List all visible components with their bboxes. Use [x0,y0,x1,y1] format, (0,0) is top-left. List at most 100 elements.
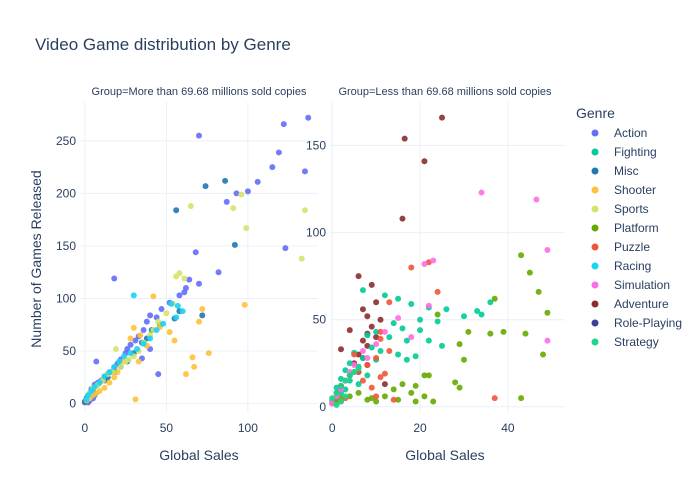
data-point-sports[interactable] [112,345,119,352]
data-point-shooter[interactable] [114,369,121,376]
data-point-fighting[interactable] [368,344,375,351]
data-point-racing[interactable] [130,292,137,299]
data-point-platform[interactable] [452,379,459,386]
data-point-simulation[interactable] [395,314,402,321]
data-point-fighting[interactable] [359,287,366,294]
data-point-shooter[interactable] [137,332,144,339]
data-point-adventure[interactable] [421,158,428,165]
data-point-misc[interactable] [199,312,206,319]
data-point-platform[interactable] [395,396,402,403]
data-point-strategy[interactable] [329,395,336,402]
data-point-fighting[interactable] [377,348,384,355]
data-point-shooter[interactable] [132,396,139,403]
data-point-shooter[interactable] [196,318,202,325]
data-point-simulation[interactable] [381,328,388,335]
data-point-fighting[interactable] [478,311,485,318]
data-point-simulation[interactable] [359,348,366,355]
data-point-racing[interactable] [106,369,113,376]
data-point-shooter[interactable] [130,324,137,331]
data-point-action[interactable] [147,312,154,319]
data-point-adventure[interactable] [346,327,353,334]
data-point-fighting[interactable] [403,356,410,363]
data-point-simulation[interactable] [351,361,358,368]
data-point-action[interactable] [282,245,289,252]
data-point-adventure[interactable] [364,313,371,320]
data-point-adventure[interactable] [439,114,446,121]
data-point-shooter[interactable] [191,363,198,370]
data-point-platform[interactable] [460,356,467,363]
data-point-puzzle[interactable] [373,355,380,362]
data-point-fighting[interactable] [474,307,481,314]
legend-item-action[interactable]: Action [591,126,648,140]
data-point-shooter[interactable] [241,301,248,308]
data-point-platform[interactable] [540,351,547,358]
data-point-adventure[interactable] [355,273,362,280]
data-point-adventure[interactable] [368,281,375,288]
data-point-sports[interactable] [298,255,305,262]
data-point-fighting[interactable] [390,320,397,327]
legend-item-strategy[interactable]: Strategy [591,335,659,349]
data-point-sports[interactable] [301,207,308,214]
data-point-puzzle[interactable] [359,377,366,384]
data-point-platform[interactable] [412,398,419,405]
data-point-shooter[interactable] [199,306,206,313]
data-point-platform[interactable] [425,372,432,379]
data-point-shooter[interactable] [127,335,134,342]
data-point-shooter[interactable] [150,293,157,300]
data-point-adventure[interactable] [368,323,375,330]
data-point-platform[interactable] [373,398,380,405]
data-point-racing[interactable] [101,373,108,380]
data-point-strategy[interactable] [351,368,358,375]
data-point-action[interactable] [181,289,188,296]
data-point-platform[interactable] [434,311,441,318]
data-point-simulation[interactable] [430,257,437,264]
data-point-action[interactable] [275,149,282,156]
data-point-shooter[interactable] [205,350,212,357]
data-point-fighting[interactable] [364,372,371,379]
data-point-puzzle[interactable] [386,299,393,306]
data-point-action[interactable] [93,358,100,365]
data-point-sports[interactable] [173,273,180,280]
data-point-shooter[interactable] [106,379,113,386]
data-point-adventure[interactable] [399,215,406,222]
data-point-action[interactable] [223,198,230,205]
data-point-strategy[interactable] [342,377,349,384]
data-point-action[interactable] [244,188,251,195]
data-point-platform[interactable] [500,328,507,335]
data-point-adventure[interactable] [337,346,344,353]
data-point-puzzle[interactable] [390,396,397,403]
data-point-racing[interactable] [160,320,167,327]
data-point-fighting[interactable] [373,328,380,335]
data-point-sports[interactable] [187,203,194,210]
legend-item-simulation[interactable]: Simulation [591,278,671,292]
data-point-simulation[interactable] [478,189,485,196]
data-point-shooter[interactable] [166,329,173,336]
data-point-simulation[interactable] [364,355,371,362]
data-point-puzzle[interactable] [364,361,371,368]
data-point-puzzle[interactable] [377,374,384,381]
data-point-platform[interactable] [430,398,437,405]
data-point-strategy[interactable] [337,398,344,405]
data-point-platform[interactable] [399,381,406,388]
data-point-racing[interactable] [173,314,180,321]
data-point-fighting[interactable] [342,386,349,393]
data-point-simulation[interactable] [421,260,428,267]
data-point-platform[interactable] [421,372,428,379]
data-point-action[interactable] [196,280,202,287]
data-point-action[interactable] [301,168,308,175]
data-point-platform[interactable] [408,389,415,396]
data-point-racing[interactable] [88,387,95,394]
data-point-platform[interactable] [487,330,494,337]
data-point-racing[interactable] [147,335,154,342]
data-point-platform[interactable] [412,382,419,389]
data-point-adventure[interactable] [373,299,380,306]
legend-item-racing[interactable]: Racing [591,259,652,273]
data-point-fighting[interactable] [412,353,419,360]
data-point-racing[interactable] [140,340,147,347]
data-point-action[interactable] [158,306,165,313]
data-point-fighting[interactable] [364,332,371,339]
data-point-fighting[interactable] [399,325,406,332]
data-point-puzzle[interactable] [434,288,441,295]
data-point-puzzle[interactable] [368,384,375,391]
data-point-racing[interactable] [121,353,128,360]
